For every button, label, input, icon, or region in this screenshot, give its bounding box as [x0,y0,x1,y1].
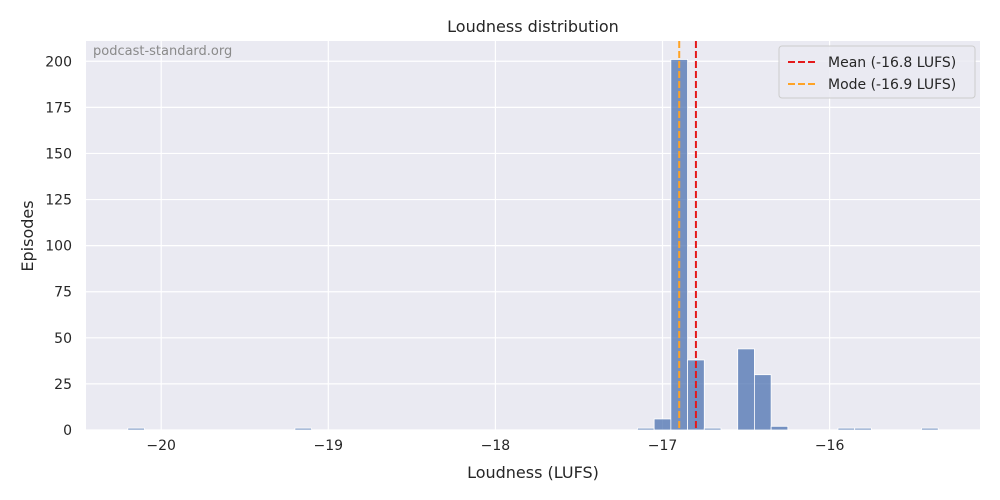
y-tick-label: 100 [45,239,72,255]
reference-lines [678,41,697,430]
y-tick-label: 0 [63,423,72,439]
legend-box [778,45,976,99]
x-tick-label: −16 [815,438,845,454]
plot-area [86,41,980,430]
legend-entry-mean: Mean (-16.8 LUFS) [828,55,956,71]
watermark: podcast-standard.org [93,44,232,59]
legend: Mean (-16.8 LUFS) Mode (-16.9 LUFS) [778,45,976,99]
histogram-bar [703,427,722,431]
y-tick-label: 175 [45,100,72,116]
tick-labels: 0 25 50 75 100 125 150 175 200 −20 −19 −18 −17 −16 [45,54,844,454]
x-tick-label: −20 [146,438,176,454]
y-tick-label: 150 [45,146,72,162]
y-tick-label: 200 [45,54,72,70]
y-tick-label: 75 [54,285,72,301]
histogram-bar [837,427,856,431]
x-tick-label: −19 [314,438,344,454]
y-tick-label: 25 [54,377,72,393]
x-tick-label: −17 [648,438,678,454]
grid [86,41,980,431]
histogram-bar [854,427,872,431]
histogram-bar [637,427,655,431]
x-axis-label: Loudness (LUFS) [467,463,599,482]
y-tick-label: 125 [45,193,72,209]
x-tick-label: −18 [481,438,511,454]
histogram-bar [294,427,312,431]
chart-title: Loudness distribution [447,17,619,36]
histogram-bar [653,418,672,431]
legend-entry-mode: Mode (-16.9 LUFS) [828,77,956,93]
histogram-bar [737,348,755,431]
y-axis-label: Episodes [18,200,37,271]
histogram-bar [770,425,789,431]
histogram-bar [754,374,772,431]
histogram-bar [921,427,939,431]
y-tick-label: 50 [54,331,72,347]
histogram-bar [127,427,145,431]
